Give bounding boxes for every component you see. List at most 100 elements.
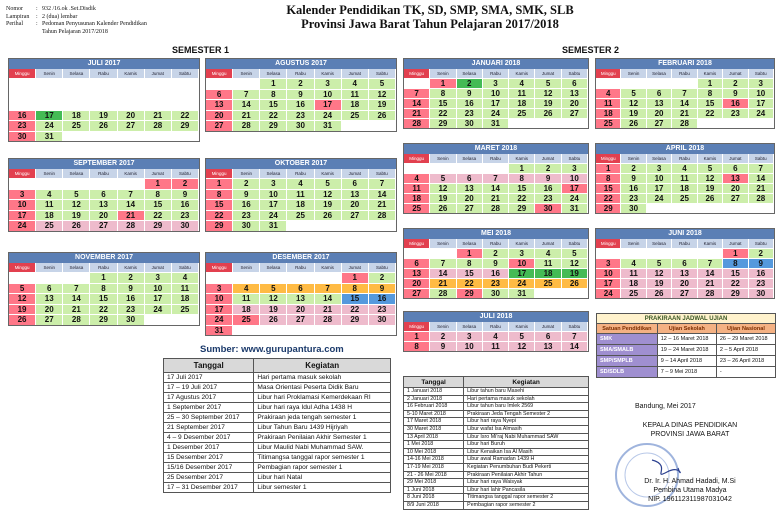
weekday-row: Minggu Senin Selasa Rabu Kamis Jumat Sabtu	[596, 69, 774, 78]
table-cell: SMA/SMALB	[596, 344, 658, 356]
table-cell: 17 – 19 Juli 2017	[162, 382, 255, 393]
day-cell: 11	[596, 98, 622, 108]
day-cell: 3	[646, 163, 673, 173]
day-cell: 11	[535, 258, 562, 268]
table-cell: 25 – 30 September 2017	[162, 412, 255, 423]
day-cell: 24	[482, 108, 510, 118]
day-cell: 16	[233, 199, 261, 210]
table-cell: 7 – 9 Mei 2018	[656, 366, 717, 378]
table-cell: 12 – 16 Maret 2018	[656, 333, 717, 345]
day-cell: 19	[697, 183, 724, 193]
day-cell: 14	[233, 99, 261, 110]
day-cell	[672, 78, 698, 88]
day-cell: 5	[260, 282, 288, 293]
weekday: Rabu	[672, 239, 698, 248]
day-cell: 8	[90, 282, 118, 293]
day-cell: 29	[206, 220, 234, 231]
weekday: Selasa	[456, 239, 483, 248]
day-cell: 29	[723, 288, 749, 298]
header-row: Satuan Pendidikan Ujian Sekolah Ujian Nasi…	[596, 323, 777, 334]
day-cell: 15	[697, 98, 724, 108]
weekday: Senin	[36, 169, 64, 178]
day-cell: 23	[621, 193, 647, 203]
header-cell: Tanggal	[402, 376, 465, 388]
week-row	[9, 88, 199, 99]
table-cell: 4 – 9 Desember 2017	[162, 432, 255, 443]
day-cell: 24	[260, 209, 288, 220]
day-cell: 1	[509, 163, 536, 173]
day-cell: 6	[404, 258, 431, 268]
day-cell: 14	[430, 268, 457, 278]
week-row: 8 9 10 11 12 13 14	[404, 341, 588, 351]
day-cell: 8	[404, 341, 431, 351]
day-cell: 27	[561, 108, 588, 118]
day-cell: 25	[404, 203, 431, 213]
day-cell: 3	[206, 282, 234, 293]
day-cell: 13	[90, 199, 118, 210]
weekday-row: Minggu Senin Selasa Rabu Kamis Jumat Sabtu	[404, 154, 588, 163]
day-cell: 8	[456, 258, 483, 268]
day-cell: 28	[117, 220, 145, 231]
month-calendar: DESEMBER 2017 Minggu Senin Selasa Rabu Kamis J…	[205, 252, 397, 336]
day-cell: 10	[509, 258, 536, 268]
day-cell: 26	[63, 220, 91, 231]
table-cell: 5-10 Maret 2018	[402, 409, 465, 419]
weekday: Sabtu	[748, 69, 774, 78]
weekday: Senin	[621, 154, 647, 163]
month-title: OKTOBER 2017	[206, 159, 396, 169]
day-cell: 8	[596, 173, 622, 183]
letter-value: 932 /16.ok .Set.Disdik	[42, 6, 96, 12]
day-cell: 1	[144, 178, 172, 189]
day-cell: 23	[171, 209, 199, 220]
weekday: Minggu	[404, 322, 431, 331]
month-calendar: MEI 2018 Minggu Senin Selasa Rabu Kamis Jumat S…	[403, 228, 589, 299]
day-cell: 12	[509, 341, 536, 351]
weekday: Sabtu	[171, 263, 199, 272]
month-calendar: APRIL 2018 Minggu Senin Selasa Rabu Kamis Juma…	[595, 143, 775, 214]
table-row: 15/16 Desember 2017 Pembagian rapor semes…	[162, 462, 391, 473]
day-cell: 28	[672, 118, 698, 128]
day-cell	[535, 288, 562, 298]
day-cell	[117, 130, 145, 141]
month-calendar: AGUSTUS 2017 Minggu Senin Selasa Rabu Kamis Ju…	[205, 58, 397, 132]
weekday: Selasa	[260, 69, 288, 78]
day-cell: 7	[117, 188, 145, 199]
day-cell: 21	[144, 109, 172, 120]
day-cell: 17	[646, 183, 673, 193]
week-row: 25 26 27 28 29 30 31	[404, 203, 588, 213]
day-cell	[723, 118, 749, 128]
weekday: Jumat	[535, 239, 562, 248]
weekday: Minggu	[404, 154, 431, 163]
weekday-row: Minggu Senin Selasa Rabu Kamis Jumat Sabtu	[404, 239, 588, 248]
day-cell: 22	[144, 209, 172, 220]
month-title: SEPTEMBER 2017	[9, 159, 199, 169]
table-row: 17 Juli 2017 Hari pertama masuk sekolah	[162, 372, 391, 383]
table-cell: SD/SDLB	[596, 366, 658, 378]
table-cell: Libur hari Buruh	[463, 440, 589, 449]
day-cell: 31	[314, 120, 342, 131]
header-cell: Ujian Nasional	[715, 323, 777, 334]
day-cell: 4	[171, 272, 199, 283]
day-cell: 12	[368, 88, 396, 99]
day-cell	[314, 220, 342, 231]
table-cell: Libur hari Proklamasi Kemerdekaan RI	[253, 392, 391, 403]
day-cell: 10	[144, 282, 172, 293]
day-cell: 20	[404, 278, 431, 288]
day-cell: 24	[748, 108, 774, 118]
day-cell: 2	[535, 163, 562, 173]
day-cell: 23	[535, 193, 562, 203]
letter-label: Perihal	[6, 21, 23, 27]
table-cell: Prakiraan Penilaian Akhir Semester 1	[253, 432, 391, 443]
table-row: 30 Maret 2018 Libur wafat Isa Almasih	[402, 424, 589, 434]
week-row: 20 21 22 23 24 25 26	[404, 278, 588, 288]
day-cell: 18	[171, 293, 199, 304]
day-cell: 16	[287, 99, 315, 110]
month-title: JUNI 2018	[596, 229, 774, 239]
day-cell: 7	[748, 163, 774, 173]
weekday: Kamis	[509, 322, 536, 331]
